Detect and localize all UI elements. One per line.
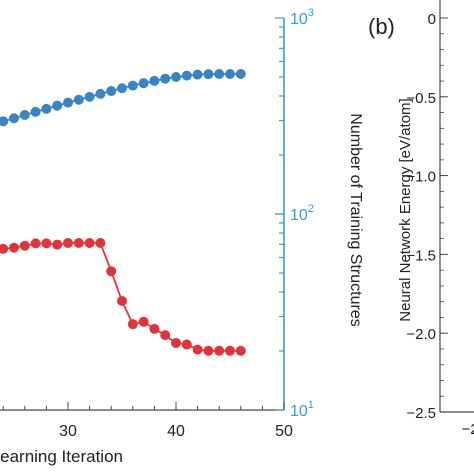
data-point bbox=[225, 345, 235, 356]
data-point bbox=[192, 344, 203, 355]
series-line bbox=[0, 73, 241, 124]
panel-b: (b) 0 −0.5 −1.0 −1.5 −2.0 −2.5 −2 Neural Netwo… bbox=[368, 0, 474, 438]
data-point bbox=[160, 330, 171, 341]
y-tick-label: 0 bbox=[428, 11, 436, 28]
y-tick-label: −2.0 bbox=[406, 326, 436, 343]
data-point bbox=[95, 88, 106, 99]
data-point bbox=[52, 239, 63, 250]
panel-b-y-ticks: 0 −0.5 −1.0 −1.5 −2.0 −2.5 −2 bbox=[406, 11, 474, 438]
panel-b-y-axis-label: Neural Network Energy [eV/atom] bbox=[397, 98, 414, 321]
data-point bbox=[138, 78, 149, 89]
data-point bbox=[95, 238, 106, 249]
data-point bbox=[127, 80, 138, 91]
data-point bbox=[203, 69, 214, 80]
panel-a: 30 40 50 103 102 101 Learning Iteration Numb… bbox=[0, 7, 364, 466]
data-point bbox=[106, 86, 117, 97]
data-point bbox=[214, 345, 225, 356]
panel-a-right-ticks: 103 102 101 bbox=[275, 7, 314, 420]
data-point bbox=[181, 70, 192, 81]
data-point bbox=[235, 68, 246, 79]
data-point bbox=[9, 113, 19, 124]
data-point bbox=[149, 323, 160, 334]
data-point bbox=[63, 97, 73, 108]
data-point bbox=[117, 296, 127, 307]
data-point bbox=[149, 75, 160, 86]
data-point bbox=[0, 243, 9, 254]
data-point bbox=[160, 73, 171, 84]
data-point bbox=[73, 238, 84, 249]
right-tick-label: 102 bbox=[290, 203, 314, 224]
data-point bbox=[52, 100, 63, 111]
right-tick-label: 103 bbox=[290, 7, 314, 28]
panel-a-x-ticks: 30 40 50 bbox=[2, 402, 293, 440]
y-tick-label: −0.5 bbox=[406, 90, 436, 107]
data-point bbox=[138, 316, 149, 327]
data-point bbox=[0, 116, 9, 127]
data-point bbox=[41, 103, 52, 114]
data-point bbox=[235, 345, 246, 356]
data-point bbox=[84, 91, 95, 102]
panel-a-x-axis-label: Learning Iteration bbox=[0, 447, 123, 466]
x-tick-label: −2 bbox=[461, 421, 474, 438]
data-point bbox=[214, 68, 225, 79]
panel-b-label: (b) bbox=[368, 14, 395, 39]
data-point bbox=[41, 238, 52, 249]
data-point bbox=[171, 72, 181, 83]
x-tick-label: 40 bbox=[167, 423, 185, 440]
data-point bbox=[181, 339, 192, 350]
x-tick-label: 50 bbox=[275, 423, 293, 440]
data-point bbox=[171, 337, 181, 348]
data-point bbox=[225, 68, 235, 79]
data-point bbox=[30, 106, 41, 117]
data-point bbox=[127, 319, 138, 330]
data-point bbox=[19, 109, 30, 120]
y-tick-label: −1.0 bbox=[406, 169, 436, 186]
data-point bbox=[117, 83, 127, 94]
data-point bbox=[106, 266, 117, 277]
data-point bbox=[192, 69, 203, 80]
y-tick-label: −1.5 bbox=[406, 247, 436, 264]
panel-a-series bbox=[0, 68, 246, 356]
data-point bbox=[9, 242, 19, 253]
data-point bbox=[63, 238, 73, 249]
data-point bbox=[73, 94, 84, 105]
y-tick-label: −2.5 bbox=[406, 405, 436, 422]
data-point bbox=[84, 238, 95, 249]
data-point bbox=[30, 238, 41, 249]
data-point bbox=[203, 345, 214, 356]
x-tick-label: 30 bbox=[59, 423, 77, 440]
data-point bbox=[19, 240, 30, 251]
panel-a-right-axis-label: Number of Training Structures bbox=[347, 113, 364, 326]
right-tick-label: 101 bbox=[290, 399, 314, 420]
